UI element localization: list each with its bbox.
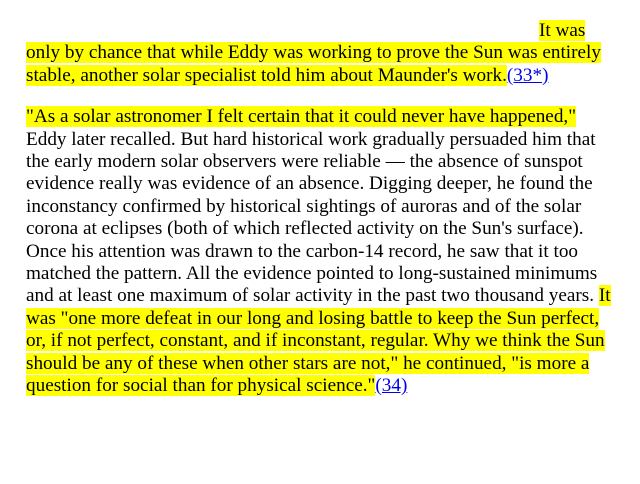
highlighted-quote: "As a solar astronomer I felt certain th… — [26, 106, 577, 128]
paragraph-maunder-chance: It was only by chance that while Eddy wa… — [26, 20, 620, 87]
footnote-link-34[interactable]: (34) — [375, 375, 408, 397]
document-body: It was only by chance that while Eddy wa… — [26, 20, 620, 398]
body-text: Eddy later recalled. But hard historical… — [26, 128, 599, 307]
footnote-link-33[interactable]: (33*) — [506, 64, 549, 86]
paragraph-eddy-recollection: "As a solar astronomer I felt certain th… — [26, 106, 620, 397]
